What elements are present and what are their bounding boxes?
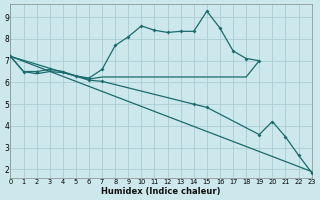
X-axis label: Humidex (Indice chaleur): Humidex (Indice chaleur) (101, 187, 221, 196)
